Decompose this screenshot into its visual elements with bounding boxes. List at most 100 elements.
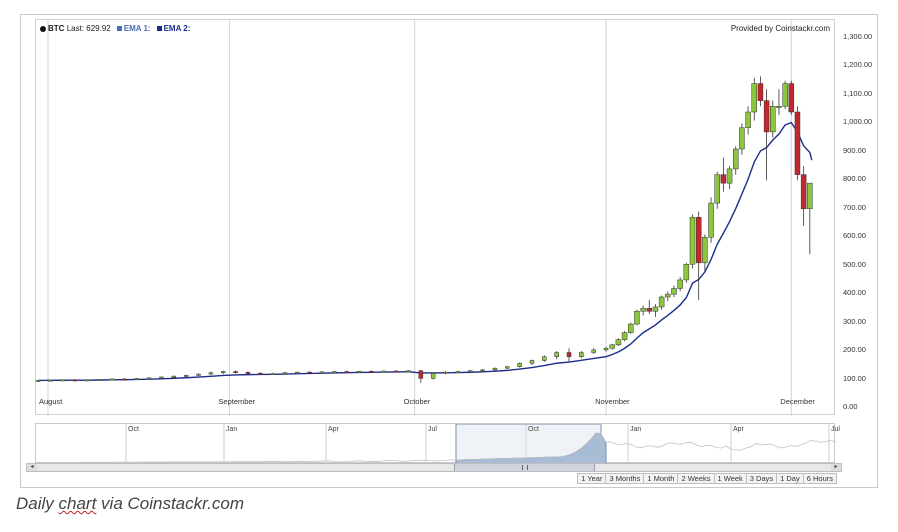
candle-body [505, 366, 510, 369]
candle[interactable] [739, 123, 745, 155]
candle[interactable] [529, 359, 535, 365]
candle[interactable] [634, 309, 640, 326]
candle[interactable] [640, 305, 646, 316]
range-button-1-day[interactable]: 1 Day [776, 473, 804, 484]
candle[interactable] [245, 371, 251, 375]
candle[interactable] [566, 348, 572, 363]
candle[interactable] [455, 370, 461, 374]
legend-ema1[interactable]: EMA 1: [116, 24, 151, 33]
candle[interactable] [776, 89, 782, 115]
candle[interactable] [492, 367, 498, 371]
candle[interactable] [258, 372, 263, 375]
candle[interactable] [720, 157, 727, 192]
candle[interactable] [579, 351, 584, 359]
candle[interactable] [708, 197, 714, 243]
candle[interactable] [381, 370, 387, 373]
candle[interactable] [220, 370, 226, 375]
candle[interactable] [714, 171, 720, 209]
candle[interactable] [134, 378, 140, 380]
candle[interactable] [695, 211, 702, 300]
candle[interactable] [122, 378, 127, 381]
candle[interactable] [159, 376, 164, 379]
candle[interactable] [770, 100, 776, 138]
range-button-1-month[interactable]: 1 Month [643, 473, 679, 484]
candle[interactable] [671, 285, 677, 297]
candle[interactable] [369, 370, 374, 373]
candle[interactable] [48, 379, 53, 382]
navigator[interactable]: Oct Jan Apr Jul Oct Jan Apr Jul [35, 423, 840, 465]
candle[interactable] [751, 77, 758, 121]
candle[interactable] [505, 365, 510, 370]
range-button-1-week[interactable]: 1 Week [713, 473, 747, 484]
scrollbar[interactable]: ◂ ▸ [26, 463, 842, 472]
candle[interactable] [183, 374, 189, 377]
candle[interactable] [36, 379, 41, 382]
candle[interactable] [665, 291, 671, 302]
range-button-1-year[interactable]: 1 Year [577, 473, 607, 484]
scroll-thumb[interactable] [454, 464, 595, 471]
candle[interactable] [467, 369, 473, 373]
candle[interactable] [480, 369, 485, 372]
navigator-chart[interactable] [35, 423, 837, 465]
candle[interactable] [609, 343, 615, 350]
candle[interactable] [732, 146, 739, 175]
candle[interactable] [689, 214, 696, 269]
candle[interactable] [788, 80, 795, 115]
candle[interactable] [97, 378, 102, 381]
candle[interactable] [702, 234, 708, 272]
candle[interactable] [807, 182, 813, 255]
candle[interactable] [763, 89, 770, 181]
candle[interactable] [658, 295, 665, 310]
candle[interactable] [393, 370, 399, 373]
candle[interactable] [677, 277, 683, 292]
range-button-3-days[interactable]: 3 Days [745, 473, 778, 484]
candle[interactable] [726, 166, 733, 189]
range-button-6-hours[interactable]: 6 Hours [802, 473, 837, 484]
candlestick-chart[interactable] [36, 20, 836, 416]
range-button-3-months[interactable]: 3 Months [605, 473, 645, 484]
candle[interactable] [406, 370, 411, 373]
candle[interactable] [615, 338, 622, 346]
candle[interactable] [443, 371, 448, 375]
candle[interactable] [517, 362, 522, 368]
scroll-right-arrow-icon[interactable]: ▸ [831, 464, 841, 471]
candle[interactable] [591, 348, 596, 354]
candle[interactable] [418, 369, 424, 383]
candle[interactable] [621, 331, 628, 342]
candle[interactable] [146, 377, 152, 380]
candle[interactable] [72, 378, 78, 382]
candle[interactable] [757, 76, 764, 107]
candle[interactable] [295, 371, 300, 374]
candle[interactable] [652, 304, 659, 317]
candle[interactable] [646, 299, 653, 315]
legend-ema2[interactable]: EMA 2: [156, 24, 190, 33]
candle[interactable] [603, 346, 609, 352]
scroll-left-arrow-icon[interactable]: ◂ [27, 464, 37, 471]
candle-body [146, 377, 152, 380]
candle[interactable] [85, 379, 90, 382]
candle[interactable] [554, 351, 559, 360]
candle[interactable] [196, 373, 201, 377]
candle[interactable] [307, 371, 312, 374]
candle[interactable] [270, 372, 275, 376]
candle[interactable] [430, 372, 436, 380]
candle[interactable] [344, 370, 349, 374]
candle[interactable] [782, 80, 788, 110]
candle[interactable] [628, 322, 634, 334]
candle[interactable] [356, 370, 362, 373]
candle[interactable] [800, 166, 807, 226]
candle[interactable] [282, 372, 288, 375]
candle[interactable] [794, 106, 801, 181]
candle[interactable] [319, 371, 325, 374]
candle[interactable] [109, 378, 115, 381]
candle[interactable] [208, 371, 214, 375]
candle[interactable] [171, 375, 177, 378]
range-button-2-weeks[interactable]: 2 Weeks [677, 473, 715, 484]
candle[interactable] [233, 370, 238, 374]
navigator-label: Oct [128, 426, 139, 433]
candle[interactable] [683, 262, 690, 283]
candle[interactable] [542, 355, 547, 362]
candle[interactable] [60, 379, 65, 382]
candle[interactable] [332, 371, 337, 374]
candle[interactable] [745, 106, 751, 135]
